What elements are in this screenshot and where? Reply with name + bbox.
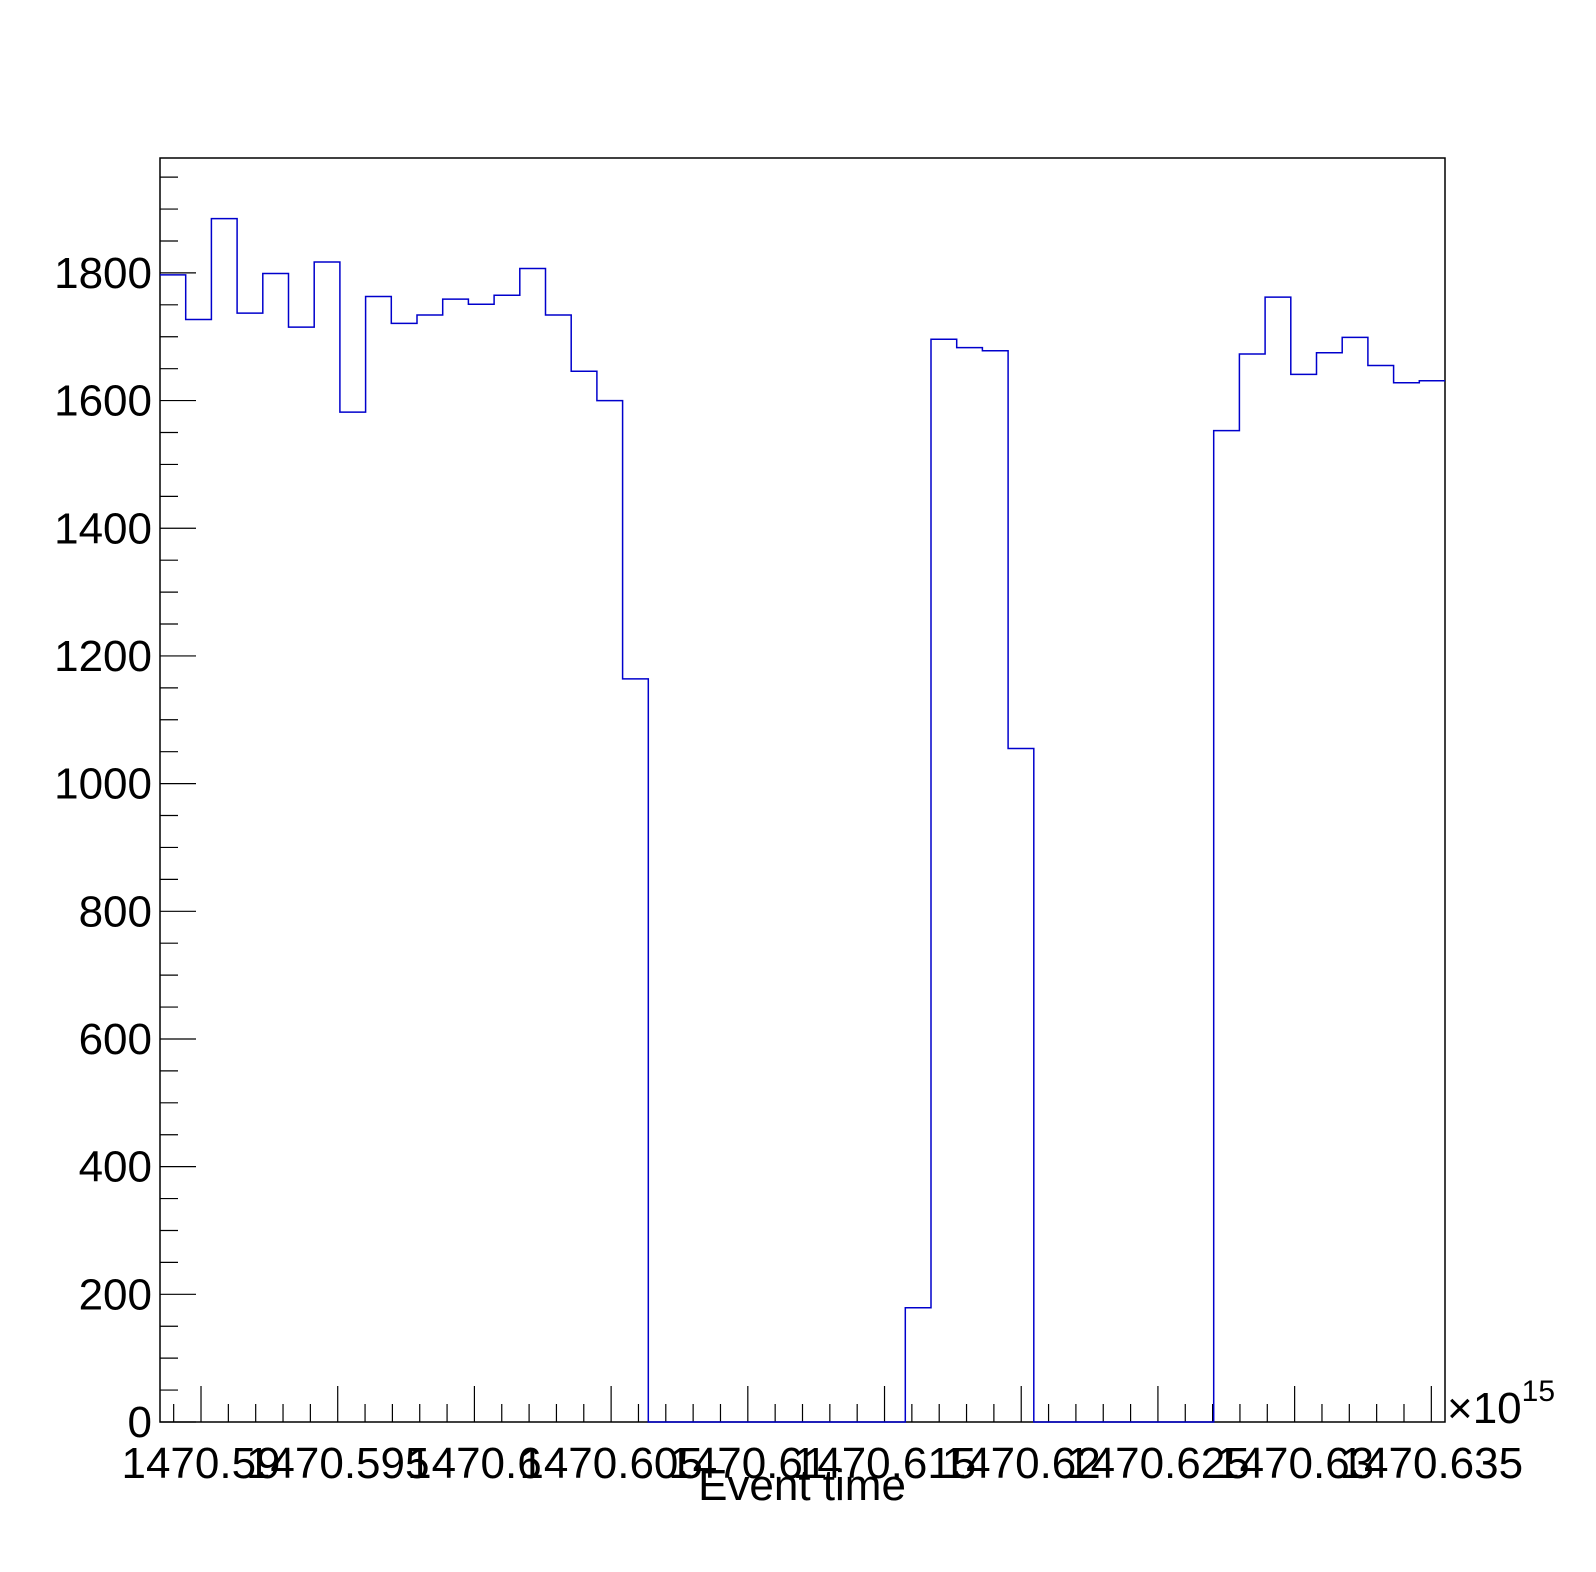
x-tick-label: 1470.61 [668,1439,827,1488]
y-tick-label: 400 [79,1143,152,1192]
y-tick-label: 600 [79,1015,152,1064]
histogram-bins [160,219,1445,1422]
plot-frame [159,157,1446,1423]
x-axis-ticks [173,1386,1432,1422]
histogram-bin [1317,353,1343,1422]
x-tick-label: 1470.6 [407,1439,542,1488]
y-tick-label: 200 [79,1270,152,1319]
histogram-bin [957,348,983,1422]
x-tick-label: 1470.615 [793,1439,977,1488]
x-axis-tick-labels: 1470.591470.5951470.61470.6051470.611470… [121,1439,1523,1488]
histogram-bin [443,299,469,1422]
y-axis-ticks [160,176,196,1423]
histogram-bin [263,274,289,1422]
histogram-bin [1342,337,1368,1422]
histogram-bin [289,327,315,1422]
histogram-bin [1265,297,1291,1422]
x-tick-label: 1470.62 [942,1439,1101,1488]
histogram-bin [1291,374,1317,1422]
histogram-bin [160,275,186,1422]
histogram-bin [520,268,546,1422]
histogram-bin [366,297,392,1422]
x-axis-title: Event time [698,1461,906,1510]
histogram-bin [468,304,494,1422]
y-tick-label: 0 [128,1398,152,1447]
histogram-bin [237,313,263,1422]
histogram-bin [494,295,520,1422]
x-tick-label: 1470.605 [519,1439,703,1488]
y-axis-tick-labels: 0 200 400 600 800 1000 1200 1400 1600 1800 [54,249,152,1447]
y-tick-label: 1000 [54,760,152,809]
histogram-bin [391,323,417,1422]
histogram-bin [340,412,366,1422]
x-tick-label: 1470.595 [246,1439,430,1488]
histogram-bin [1419,381,1445,1422]
histogram-bin [597,401,623,1422]
histogram-bin [314,262,340,1422]
x-tick-label: 1470.63 [1215,1439,1374,1488]
x-tick-label: 1470.635 [1340,1439,1524,1488]
histogram-bin [546,315,572,1422]
y-tick-label: 1600 [54,377,152,426]
y-tick-label: 1800 [54,249,152,298]
histogram-bin [1239,354,1265,1422]
histogram-bin [623,679,649,1422]
x-tick-label: 1470.59 [121,1439,280,1488]
histogram-outline [160,217,1445,1423]
histogram-bin [417,315,443,1422]
y-tick-label: 1200 [54,632,152,681]
histogram-bin [982,351,1008,1422]
x-axis-multiplier: ×1015 [1447,1375,1555,1433]
histogram-bin [571,371,597,1422]
histogram-bin [1368,365,1394,1422]
histogram-bin [905,1308,931,1422]
histogram-bin [1394,383,1420,1422]
x-tick-label: 1470.625 [1066,1439,1250,1488]
histogram-bin [1008,749,1034,1422]
histogram-bin [211,219,237,1422]
histogram-bin [186,320,212,1422]
y-tick-label: 800 [79,887,152,936]
histogram-bin [931,339,957,1422]
histogram-bin [1214,431,1240,1422]
y-tick-label: 1400 [54,504,152,553]
